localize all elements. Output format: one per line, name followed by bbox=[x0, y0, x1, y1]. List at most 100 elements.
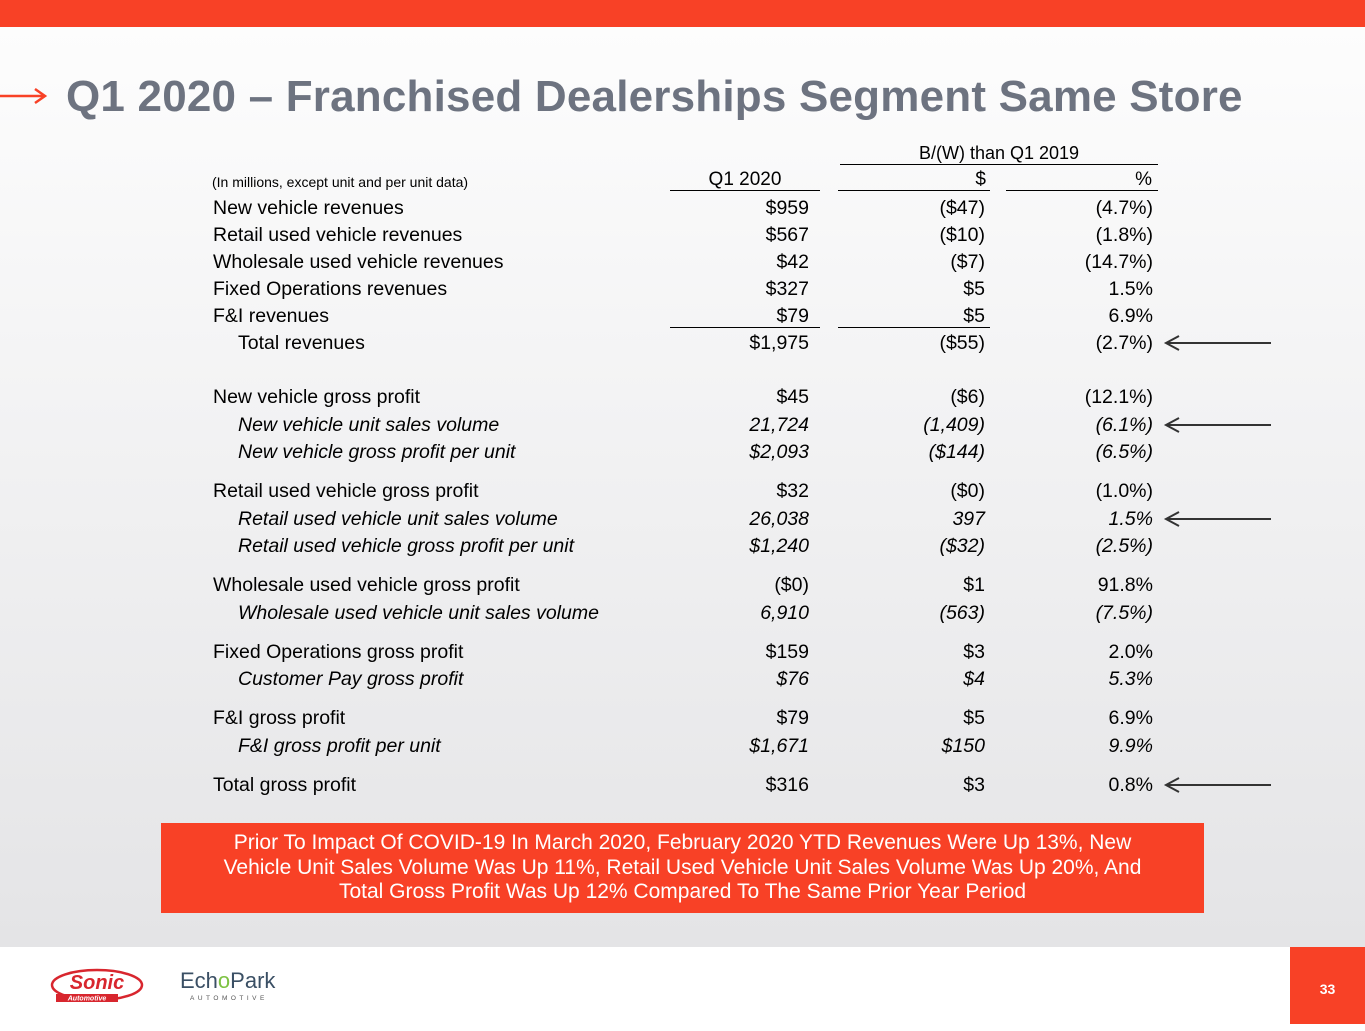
row-value-percent-change: (6.1%) bbox=[1095, 414, 1153, 436]
subtotal-rule-q1 bbox=[670, 327, 820, 328]
highlight-arrow-icon bbox=[1163, 417, 1271, 433]
slide-background bbox=[0, 27, 1365, 947]
highlight-arrow-icon bbox=[1163, 335, 1271, 351]
table-row: Retail used vehicle unit sales volume 26,… bbox=[0, 507, 1365, 531]
table-row: Fixed Operations revenues $327 $5 1.5% bbox=[0, 277, 1365, 301]
table-row: New vehicle gross profit per unit $2,093 (… bbox=[0, 440, 1365, 464]
comparison-header: B/(W) than Q1 2019 bbox=[840, 143, 1158, 165]
row-value-dollar-change: ($32) bbox=[939, 535, 985, 557]
row-label: F&I gross profit per unit bbox=[238, 735, 441, 757]
sonic-automotive-logo: Sonic Automotive bbox=[50, 968, 144, 1003]
callout-line-1: Prior To Impact Of COVID-19 In March 202… bbox=[233, 831, 1132, 854]
column-header-dollar: $ bbox=[838, 169, 990, 191]
row-label: New vehicle unit sales volume bbox=[238, 414, 500, 436]
row-value-q1-2020: $159 bbox=[765, 641, 809, 663]
footer bbox=[0, 947, 1365, 1024]
row-value-percent-change: 6.9% bbox=[1108, 707, 1153, 729]
row-label: Fixed Operations gross profit bbox=[213, 641, 464, 663]
title-arrow-icon bbox=[0, 87, 48, 105]
row-label: Retail used vehicle unit sales volume bbox=[238, 508, 558, 530]
row-value-dollar-change: ($47) bbox=[939, 197, 985, 219]
row-label: Retail used vehicle revenues bbox=[213, 224, 463, 246]
row-value-percent-change: (7.5%) bbox=[1095, 602, 1153, 624]
page-number: 33 bbox=[1290, 947, 1365, 1024]
row-value-q1-2020: $42 bbox=[776, 251, 809, 273]
row-label: Wholesale used vehicle gross profit bbox=[213, 574, 520, 596]
table-note: (In millions, except unit and per unit d… bbox=[212, 174, 469, 190]
row-value-dollar-change: (1,409) bbox=[923, 414, 985, 436]
row-value-q1-2020: 21,724 bbox=[749, 414, 809, 436]
row-value-q1-2020: $2,093 bbox=[749, 441, 809, 463]
row-value-q1-2020: 6,910 bbox=[760, 602, 809, 624]
row-value-percent-change: (12.1%) bbox=[1084, 386, 1153, 408]
covid-callout-box: Prior To Impact Of COVID-19 In March 202… bbox=[161, 823, 1204, 913]
table-row: Retail used vehicle gross profit $32 ($0) (… bbox=[0, 479, 1365, 503]
callout-line-2: Vehicle Unit Sales Volume Was Up 11%, Re… bbox=[223, 855, 1142, 879]
table-row: Fixed Operations gross profit $159 $3 2.0% bbox=[0, 640, 1365, 664]
row-value-dollar-change: $3 bbox=[963, 774, 985, 796]
row-value-q1-2020: $45 bbox=[776, 386, 809, 408]
table-row: Customer Pay gross profit $76 $4 5.3% bbox=[0, 667, 1365, 691]
row-value-dollar-change: $5 bbox=[963, 278, 985, 300]
row-value-dollar-change: ($7) bbox=[950, 251, 985, 273]
table-row: Wholesale used vehicle gross profit ($0) $… bbox=[0, 573, 1365, 597]
row-value-dollar-change: ($0) bbox=[950, 480, 985, 502]
row-value-q1-2020: 26,038 bbox=[749, 508, 809, 530]
echopark-wordmark-o: o bbox=[217, 968, 231, 993]
row-value-q1-2020: $32 bbox=[776, 480, 809, 502]
table-row: Wholesale used vehicle revenues $42 ($7) (1… bbox=[0, 250, 1365, 274]
echopark-wordmark-part1: Ech bbox=[180, 968, 218, 993]
highlight-arrow-icon bbox=[1163, 511, 1271, 527]
table-row: Total gross profit $316 $3 0.8% bbox=[0, 773, 1365, 797]
top-accent-bar bbox=[0, 0, 1365, 27]
row-value-dollar-change: $5 bbox=[963, 707, 985, 729]
row-label: F&I gross profit bbox=[213, 707, 346, 729]
column-header-percent: % bbox=[1006, 169, 1158, 191]
row-value-q1-2020: $567 bbox=[765, 224, 809, 246]
row-value-q1-2020: $959 bbox=[765, 197, 809, 219]
row-label: Fixed Operations revenues bbox=[213, 278, 448, 300]
row-value-q1-2020: $316 bbox=[765, 774, 809, 796]
row-value-percent-change: (1.0%) bbox=[1095, 480, 1153, 502]
column-header-q1: Q1 2020 bbox=[670, 169, 820, 191]
row-value-dollar-change: ($10) bbox=[939, 224, 985, 246]
row-value-percent-change: 91.8% bbox=[1097, 574, 1153, 596]
table-row: Total revenues $1,975 ($55) (2.7%) bbox=[0, 331, 1365, 355]
row-label: Wholesale used vehicle revenues bbox=[213, 251, 504, 273]
row-label: Retail used vehicle gross profit bbox=[213, 480, 479, 502]
row-value-percent-change: 2.0% bbox=[1108, 641, 1153, 663]
row-value-dollar-change: ($144) bbox=[928, 441, 985, 463]
row-value-percent-change: (6.5%) bbox=[1095, 441, 1153, 463]
row-value-percent-change: 0.8% bbox=[1108, 774, 1153, 796]
row-label: New vehicle revenues bbox=[213, 197, 404, 219]
row-value-dollar-change: ($6) bbox=[950, 386, 985, 408]
echopark-logo: EchoPark AUTOMOTIVE bbox=[180, 968, 275, 1003]
row-value-dollar-change: $150 bbox=[941, 735, 985, 757]
row-value-q1-2020: $327 bbox=[765, 278, 809, 300]
row-label: Total gross profit bbox=[213, 774, 357, 796]
table-row: New vehicle unit sales volume 21,724 (1,40… bbox=[0, 413, 1365, 437]
row-value-percent-change: 1.5% bbox=[1108, 508, 1153, 530]
row-value-q1-2020: $79 bbox=[776, 707, 809, 729]
row-value-percent-change: 9.9% bbox=[1108, 735, 1153, 757]
table-row: Wholesale used vehicle unit sales volume… bbox=[0, 601, 1365, 625]
row-value-percent-change: 1.5% bbox=[1108, 278, 1153, 300]
row-label: Total revenues bbox=[238, 332, 365, 354]
sonic-logo-subtext: Automotive bbox=[67, 996, 107, 1003]
row-value-q1-2020: ($0) bbox=[774, 574, 809, 596]
row-label: Wholesale used vehicle unit sales volume bbox=[238, 602, 599, 624]
row-value-dollar-change: (563) bbox=[939, 602, 985, 624]
row-value-q1-2020: $1,671 bbox=[749, 735, 809, 757]
table-row: F&I revenues $79 $5 6.9% bbox=[0, 304, 1365, 328]
highlight-arrow-icon bbox=[1163, 777, 1271, 793]
row-label: New vehicle gross profit bbox=[213, 386, 420, 408]
table-row: Retail used vehicle gross profit per uni… bbox=[0, 534, 1365, 558]
row-label: Customer Pay gross profit bbox=[238, 668, 464, 690]
table-row: New vehicle gross profit $45 ($6) (12.1%) bbox=[0, 385, 1365, 409]
row-label: Retail used vehicle gross profit per uni… bbox=[238, 535, 575, 557]
row-value-q1-2020: $76 bbox=[776, 668, 809, 690]
page-title: Q1 2020 – Franchised Dealerships Segment… bbox=[66, 72, 1243, 121]
row-value-percent-change: (2.7%) bbox=[1095, 332, 1153, 354]
row-value-dollar-change: $3 bbox=[963, 641, 985, 663]
table-row: Retail used vehicle revenues $567 ($10) (1.… bbox=[0, 223, 1365, 247]
